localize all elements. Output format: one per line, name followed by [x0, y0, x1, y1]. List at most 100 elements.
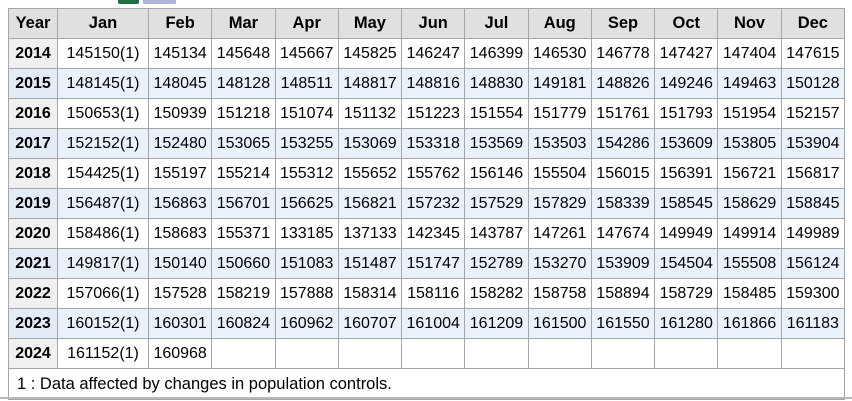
- table-cell: 152480: [147, 128, 213, 159]
- column-header-sep: Sep: [590, 8, 656, 39]
- table-cell: 152157: [780, 98, 846, 129]
- table-cell: [590, 338, 656, 369]
- table-cell: 161866: [717, 308, 782, 339]
- table-cell: 146399: [464, 38, 529, 69]
- column-header-may: May: [337, 8, 403, 39]
- column-header-mar: Mar: [211, 8, 276, 39]
- table-cell: [654, 338, 719, 369]
- table-cell: 161004: [401, 308, 466, 339]
- table-cell: 158219: [211, 278, 276, 309]
- year-cell: 2023: [8, 308, 58, 339]
- table-row-2023: 2023 160152(1) 160301 160824 160962 160707 161…: [8, 308, 846, 339]
- table-cell: 153503: [527, 128, 592, 159]
- table-cell: 150660: [211, 248, 276, 279]
- table-cell: 161550: [590, 308, 656, 339]
- table-cell: 147261: [527, 218, 592, 249]
- table-row-2015: 2015 148145(1) 148045 148128 148511 148817 148…: [8, 68, 846, 99]
- table-cell: 151487: [337, 248, 403, 279]
- table-cell: 151132: [337, 98, 403, 129]
- column-header-dec: Dec: [780, 8, 846, 39]
- table-cell: 158116: [401, 278, 466, 309]
- table-cell: 148045: [147, 68, 213, 99]
- table-cell: 149989: [780, 218, 846, 249]
- column-header-oct: Oct: [654, 8, 719, 39]
- table-row-2016: 2016 150653(1) 150939 151218 151074 151132 151…: [8, 98, 846, 129]
- table-cell: 158758: [527, 278, 592, 309]
- table-cell: 145150(1): [57, 38, 149, 69]
- table-cell: 160707: [337, 308, 403, 339]
- table-cell: 156015: [590, 158, 656, 189]
- year-cell: 2021: [8, 248, 58, 279]
- year-cell: 2020: [8, 218, 58, 249]
- year-cell: 2024: [8, 338, 58, 369]
- table-cell: 147615: [780, 38, 846, 69]
- table-cell: 152152(1): [57, 128, 149, 159]
- header-row: Year Jan Feb Mar Apr May Jun Jul Aug Sep Oct Nov Dec: [8, 8, 846, 39]
- table-cell: 158314: [337, 278, 403, 309]
- table-cell: 149914: [717, 218, 782, 249]
- column-header-feb: Feb: [147, 8, 213, 39]
- table-cell: 153069: [337, 128, 403, 159]
- table-cell: 156817: [780, 158, 846, 189]
- table-cell: 157232: [401, 188, 466, 219]
- table-cell: 145648: [211, 38, 276, 69]
- table-cell: 158729: [654, 278, 719, 309]
- table-cell: 146778: [590, 38, 656, 69]
- table-row-2017: 2017 152152(1) 152480 153065 153255 153069 153…: [8, 128, 846, 159]
- year-cell: 2018: [8, 158, 58, 189]
- data-table: Year Jan Feb Mar Apr May Jun Jul Aug Sep Oct Nov Dec…: [8, 8, 846, 400]
- table-cell: 151793: [654, 98, 719, 129]
- table-cell: 153904: [780, 128, 846, 159]
- table-cell: 161209: [464, 308, 529, 339]
- table-cell: 155504: [527, 158, 592, 189]
- table-cell: 158486(1): [57, 218, 149, 249]
- table-cell: 151218: [211, 98, 276, 129]
- table-cell: 153805: [717, 128, 782, 159]
- table-cell: 158683: [147, 218, 213, 249]
- table-cell: 149181: [527, 68, 592, 99]
- table-cell: 151954: [717, 98, 782, 129]
- table-body: 2014 145150(1) 145134 145648 145667 145825 146…: [8, 38, 846, 369]
- table-cell: 158282: [464, 278, 529, 309]
- table-cell: 150128: [780, 68, 846, 99]
- table-cell: 156124: [780, 248, 846, 279]
- excel-download-icon[interactable]: [118, 0, 139, 4]
- table-cell: 147674: [590, 218, 656, 249]
- table-cell: [464, 338, 529, 369]
- table-cell: 158894: [590, 278, 656, 309]
- table-cell: 153909: [590, 248, 656, 279]
- table-cell: 158845: [780, 188, 846, 219]
- table-cell: 149463: [717, 68, 782, 99]
- table-cell: 148830: [464, 68, 529, 99]
- table-cell: 157066(1): [57, 278, 149, 309]
- table-cell: 145667: [274, 38, 339, 69]
- table-cell: 161280: [654, 308, 719, 339]
- column-header-jun: Jun: [401, 8, 466, 39]
- table-header: Year Jan Feb Mar Apr May Jun Jul Aug Sep Oct Nov Dec: [8, 8, 846, 39]
- column-header-nov: Nov: [717, 8, 782, 39]
- table-cell: 151747: [401, 248, 466, 279]
- table-chart-icon[interactable]: [143, 0, 176, 4]
- table-cell: 154425(1): [57, 158, 149, 189]
- table-cell: [401, 338, 466, 369]
- table-cell: 137133: [337, 218, 403, 249]
- table-cell: 156721: [717, 158, 782, 189]
- table-cell: [527, 338, 592, 369]
- table-cell: 154286: [590, 128, 656, 159]
- column-header-year: Year: [8, 8, 58, 39]
- table-cell: 154504: [654, 248, 719, 279]
- table-cell: 149817(1): [57, 248, 149, 279]
- year-cell: 2014: [8, 38, 58, 69]
- table-row-2018: 2018 154425(1) 155197 155214 155312 155652 155…: [8, 158, 846, 189]
- table-row-2021: 2021 149817(1) 150140 150660 151083 151487 151…: [8, 248, 846, 279]
- table-cell: 157529: [464, 188, 529, 219]
- table-cell: 158629: [717, 188, 782, 219]
- table-cell: 153318: [401, 128, 466, 159]
- table-cell: 153569: [464, 128, 529, 159]
- table-cell: 153609: [654, 128, 719, 159]
- footnote-text: 1 : Data affected by changes in populati…: [8, 368, 845, 400]
- table-cell: 155214: [211, 158, 276, 189]
- table-cell: 151779: [527, 98, 592, 129]
- year-cell: 2019: [8, 188, 58, 219]
- table-cell: 151083: [274, 248, 339, 279]
